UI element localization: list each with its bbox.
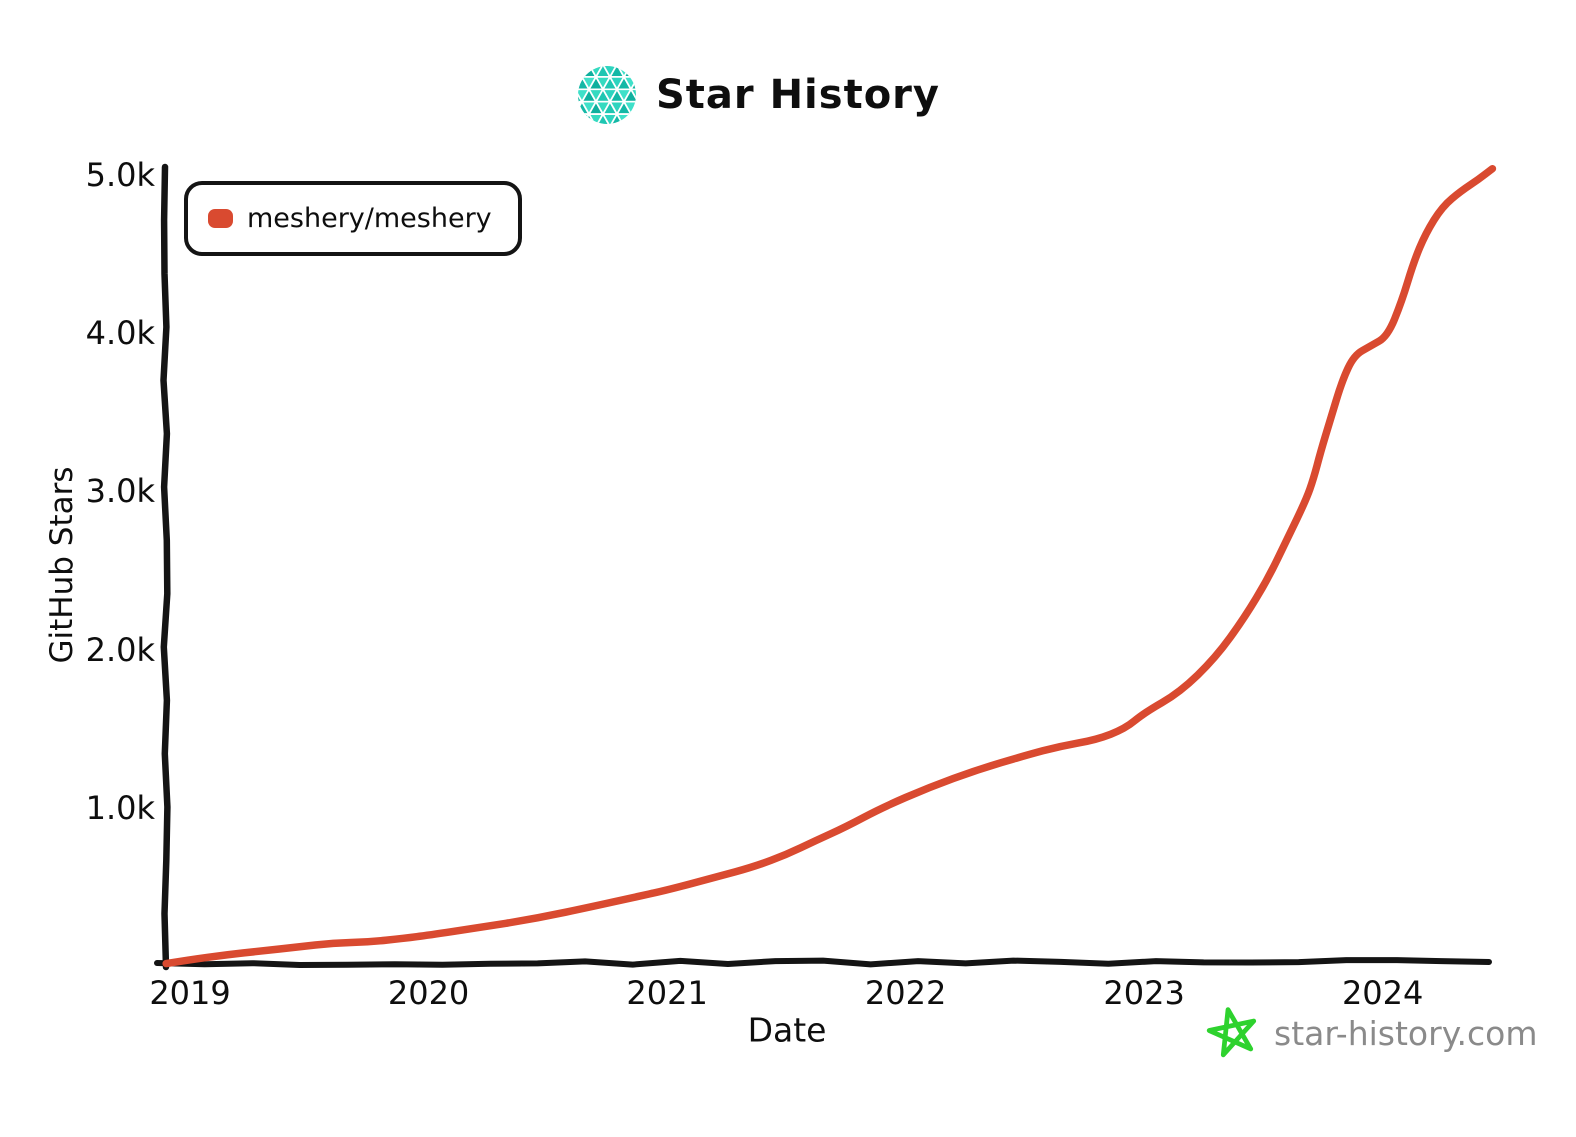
- y-tick-label-5.0k: 5.0k: [85, 156, 155, 194]
- y-tick-label-1.0k: 1.0k: [85, 788, 155, 827]
- y-axis-line: [160, 163, 171, 971]
- x-tick-label-2023: 2023: [1103, 974, 1185, 1012]
- page-title: Star History: [0, 64, 1546, 126]
- legend: meshery/meshery: [184, 181, 522, 256]
- x-axis-title: Date: [747, 1010, 827, 1050]
- star-history-logo-icon: [578, 66, 636, 124]
- y-tick-label-3.0k: 3.0k: [85, 472, 155, 511]
- page-title-text: Star History: [656, 72, 940, 118]
- x-tick-label-2022: 2022: [864, 974, 947, 1012]
- x-tick-label-2024: 2024: [1341, 974, 1424, 1012]
- legend-label-meshery: meshery/meshery: [247, 203, 492, 234]
- y-tick-label-2.0k: 2.0k: [85, 630, 155, 669]
- legend-swatch-meshery: [208, 209, 233, 228]
- x-tick-label-2020: 2020: [387, 974, 470, 1012]
- x-tick-label-2019: 2019: [149, 974, 231, 1012]
- x-axis-line: [154, 957, 1492, 968]
- star-doodle-icon: [1206, 1007, 1257, 1058]
- y-tick-label-4.0k: 4.0k: [85, 314, 155, 353]
- series-line-meshery-meshery: [162, 164, 1497, 968]
- site-credit-link[interactable]: star-history.com: [1206, 1006, 1537, 1060]
- site-credit-label: star-history.com: [1274, 1013, 1538, 1053]
- x-tick-label-2021: 2021: [626, 974, 708, 1012]
